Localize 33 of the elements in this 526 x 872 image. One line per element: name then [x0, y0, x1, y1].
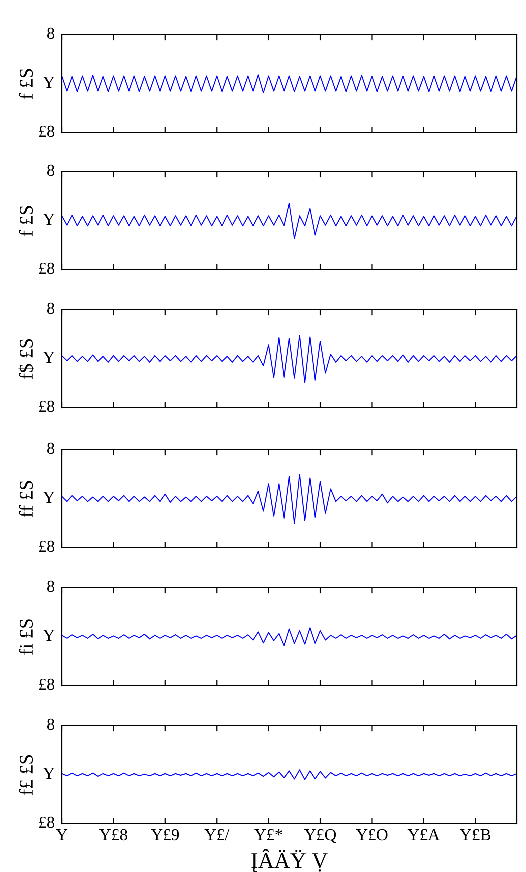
x-tick-label: Y£/ — [204, 829, 230, 841]
y-axis-title: f$ £S — [18, 339, 34, 380]
text: 8 — [47, 442, 55, 454]
text: 8 — [47, 718, 55, 730]
text: 8 — [47, 580, 55, 592]
x-tick-label: Y£* — [254, 829, 282, 840]
text: Y — [43, 77, 55, 88]
y-axis-title: fi £S — [19, 620, 34, 656]
text: Y — [43, 352, 55, 364]
text: 8 — [47, 302, 55, 314]
text: Y — [43, 214, 55, 226]
x-tick-label: Y£9 — [151, 829, 180, 841]
text: £8 — [39, 400, 55, 412]
text: Y — [43, 492, 55, 504]
y-axis-title: ff £S — [19, 481, 34, 518]
x-tick-label: Y£A — [408, 829, 440, 840]
x-tick-label: Y£Q — [304, 829, 336, 844]
y-axis-title: f £S — [19, 69, 34, 100]
text: Y — [43, 768, 55, 780]
text: £8 — [39, 678, 55, 690]
x-tick-label: Y — [56, 830, 68, 840]
text: 8 — [47, 28, 55, 40]
x-tick-label: Y£8 — [100, 829, 128, 841]
y-axis-title: f£ £S — [19, 755, 34, 796]
text: £8 — [39, 540, 55, 552]
text: £8 — [39, 816, 55, 828]
text: £8 — [39, 126, 55, 138]
text: Y — [43, 630, 55, 642]
y-axis-title: f £S — [19, 206, 34, 236]
text: 8 — [47, 164, 55, 176]
x-tick-label: Y£O — [356, 829, 388, 841]
text: £8 — [39, 262, 55, 274]
x-tick-label: Y£B — [460, 829, 491, 840]
